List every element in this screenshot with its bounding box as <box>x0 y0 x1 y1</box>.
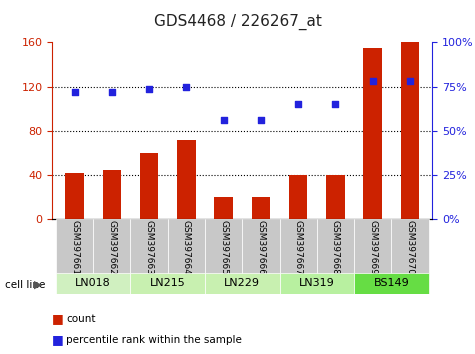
Point <box>220 118 228 123</box>
Text: GSM397664: GSM397664 <box>182 220 191 275</box>
Text: LN319: LN319 <box>299 278 334 288</box>
FancyBboxPatch shape <box>354 273 428 294</box>
Bar <box>214 198 233 219</box>
Point <box>369 79 377 84</box>
FancyBboxPatch shape <box>242 219 279 276</box>
Text: ■: ■ <box>52 312 64 325</box>
FancyBboxPatch shape <box>205 273 279 294</box>
FancyBboxPatch shape <box>391 219 428 276</box>
Text: GSM397661: GSM397661 <box>70 220 79 275</box>
Text: ■: ■ <box>52 333 64 346</box>
Text: percentile rank within the sample: percentile rank within the sample <box>66 335 242 345</box>
FancyBboxPatch shape <box>131 219 168 276</box>
FancyBboxPatch shape <box>93 219 131 276</box>
Point <box>257 118 265 123</box>
Bar <box>326 175 345 219</box>
Text: LN018: LN018 <box>76 278 111 288</box>
Text: GSM397666: GSM397666 <box>256 220 266 275</box>
Text: GSM397663: GSM397663 <box>144 220 153 275</box>
Point <box>406 79 414 84</box>
FancyBboxPatch shape <box>279 273 354 294</box>
Point <box>182 84 190 90</box>
FancyBboxPatch shape <box>279 219 317 276</box>
Text: GSM397670: GSM397670 <box>405 220 414 275</box>
Bar <box>289 175 307 219</box>
FancyBboxPatch shape <box>56 273 131 294</box>
Text: count: count <box>66 314 96 324</box>
Point <box>332 102 339 107</box>
FancyBboxPatch shape <box>205 219 242 276</box>
Text: LN215: LN215 <box>150 278 186 288</box>
Bar <box>400 42 419 219</box>
Point <box>71 89 78 95</box>
Point <box>294 102 302 107</box>
Text: BS149: BS149 <box>373 278 409 288</box>
FancyBboxPatch shape <box>131 273 205 294</box>
FancyBboxPatch shape <box>354 219 391 276</box>
Text: GSM397667: GSM397667 <box>294 220 303 275</box>
Bar <box>363 48 382 219</box>
Text: ▶: ▶ <box>34 280 43 290</box>
Bar <box>65 173 84 219</box>
Point <box>108 89 115 95</box>
Text: cell line: cell line <box>5 280 45 290</box>
Text: GDS4468 / 226267_at: GDS4468 / 226267_at <box>153 14 322 30</box>
Text: GSM397668: GSM397668 <box>331 220 340 275</box>
Point <box>145 86 153 91</box>
Text: LN229: LN229 <box>224 278 260 288</box>
Text: GSM397669: GSM397669 <box>368 220 377 275</box>
Bar <box>140 153 159 219</box>
Bar <box>177 140 196 219</box>
Text: GSM397662: GSM397662 <box>107 220 116 275</box>
Bar <box>252 198 270 219</box>
FancyBboxPatch shape <box>168 219 205 276</box>
Bar <box>103 170 121 219</box>
FancyBboxPatch shape <box>56 219 93 276</box>
Text: GSM397665: GSM397665 <box>219 220 228 275</box>
FancyBboxPatch shape <box>317 219 354 276</box>
